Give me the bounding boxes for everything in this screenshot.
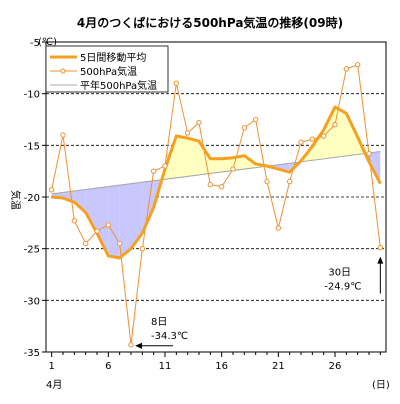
legend: 5日間移動平均 500hPa気温 平年500hPa気温	[46, 46, 168, 92]
series-point-daily	[129, 343, 133, 347]
legend-swatch-daily-marker	[61, 69, 65, 73]
anomaly-segment	[108, 185, 119, 258]
series-point-daily	[117, 241, 121, 245]
anomaly-segment	[86, 188, 97, 233]
series-point-daily	[378, 245, 382, 249]
series-point-daily	[83, 241, 87, 245]
legend-label-moving-average: 5日間移動平均	[80, 51, 146, 64]
series-point-daily	[95, 229, 99, 233]
x-tick-label: 26	[329, 361, 342, 372]
series-point-daily	[299, 140, 303, 144]
annotation-min-day: 8日	[151, 317, 167, 328]
series-point-daily	[61, 133, 65, 137]
y-tick-label: -30	[24, 296, 40, 307]
series-point-daily	[287, 179, 291, 183]
series-point-daily	[344, 67, 348, 71]
anomaly-segment	[176, 136, 187, 178]
series-point-daily	[151, 169, 155, 173]
legend-label-daily: 500hPa気温	[80, 65, 137, 78]
x-tick-label: 21	[272, 361, 285, 372]
series-point-daily	[219, 184, 223, 188]
series-point-daily	[49, 188, 53, 192]
anomaly-fill	[52, 107, 381, 258]
y-tick-label: -15	[24, 141, 40, 152]
series-point-daily	[321, 134, 325, 138]
series-point-daily	[276, 226, 280, 230]
x-unit-label: (日)	[372, 380, 390, 391]
series-point-daily	[367, 151, 371, 155]
series-point-daily	[355, 63, 359, 67]
series-point-daily	[253, 117, 257, 121]
anomaly-segment	[324, 107, 335, 159]
x-tick-label: 11	[159, 361, 172, 372]
annotation-last-value: -24.9℃	[324, 282, 361, 293]
series-point-daily	[265, 179, 269, 183]
series-point-daily	[208, 182, 212, 186]
x-tick-label: 6	[105, 361, 111, 372]
series-point-daily	[72, 219, 76, 223]
anomaly-segment	[120, 184, 131, 258]
x-tick-label: 1	[48, 361, 54, 372]
annotations: 8日 -34.3℃ 30日 -24.9℃	[135, 257, 383, 349]
series-point-daily	[106, 223, 110, 227]
series-point-daily	[163, 164, 167, 168]
x-tick-label: 16	[215, 361, 228, 372]
series-point-daily	[242, 126, 246, 130]
y-tick-label: -10	[24, 90, 40, 101]
series-point-daily	[333, 122, 337, 126]
x-month-label: 4月	[46, 379, 62, 391]
series-point-daily	[310, 137, 314, 141]
series-point-daily	[231, 167, 235, 171]
anomaly-segment	[210, 159, 221, 174]
chart-title: 4月のつくばにおける500hPa気温の推移(09時)	[77, 15, 343, 30]
anomaly-segment	[188, 138, 199, 176]
series-point-daily	[185, 131, 189, 135]
series-point-daily	[174, 81, 178, 85]
y-axis-label: 気温	[9, 190, 22, 210]
series-point-daily	[197, 120, 201, 124]
legend-label-normal: 平年500hPa気温	[80, 79, 157, 92]
annotation-last-arrowhead	[377, 257, 383, 264]
y-tick-label: -20	[24, 193, 40, 204]
y-tick-label: -35	[24, 348, 40, 359]
annotation-last-day: 30日	[328, 268, 351, 279]
series-point-daily	[140, 246, 144, 250]
y-tick-label: -25	[24, 245, 40, 256]
annotation-min-arrowhead	[135, 343, 142, 349]
y-tick-label: -5	[30, 38, 40, 49]
annotation-min-value: -34.3℃	[151, 331, 188, 342]
